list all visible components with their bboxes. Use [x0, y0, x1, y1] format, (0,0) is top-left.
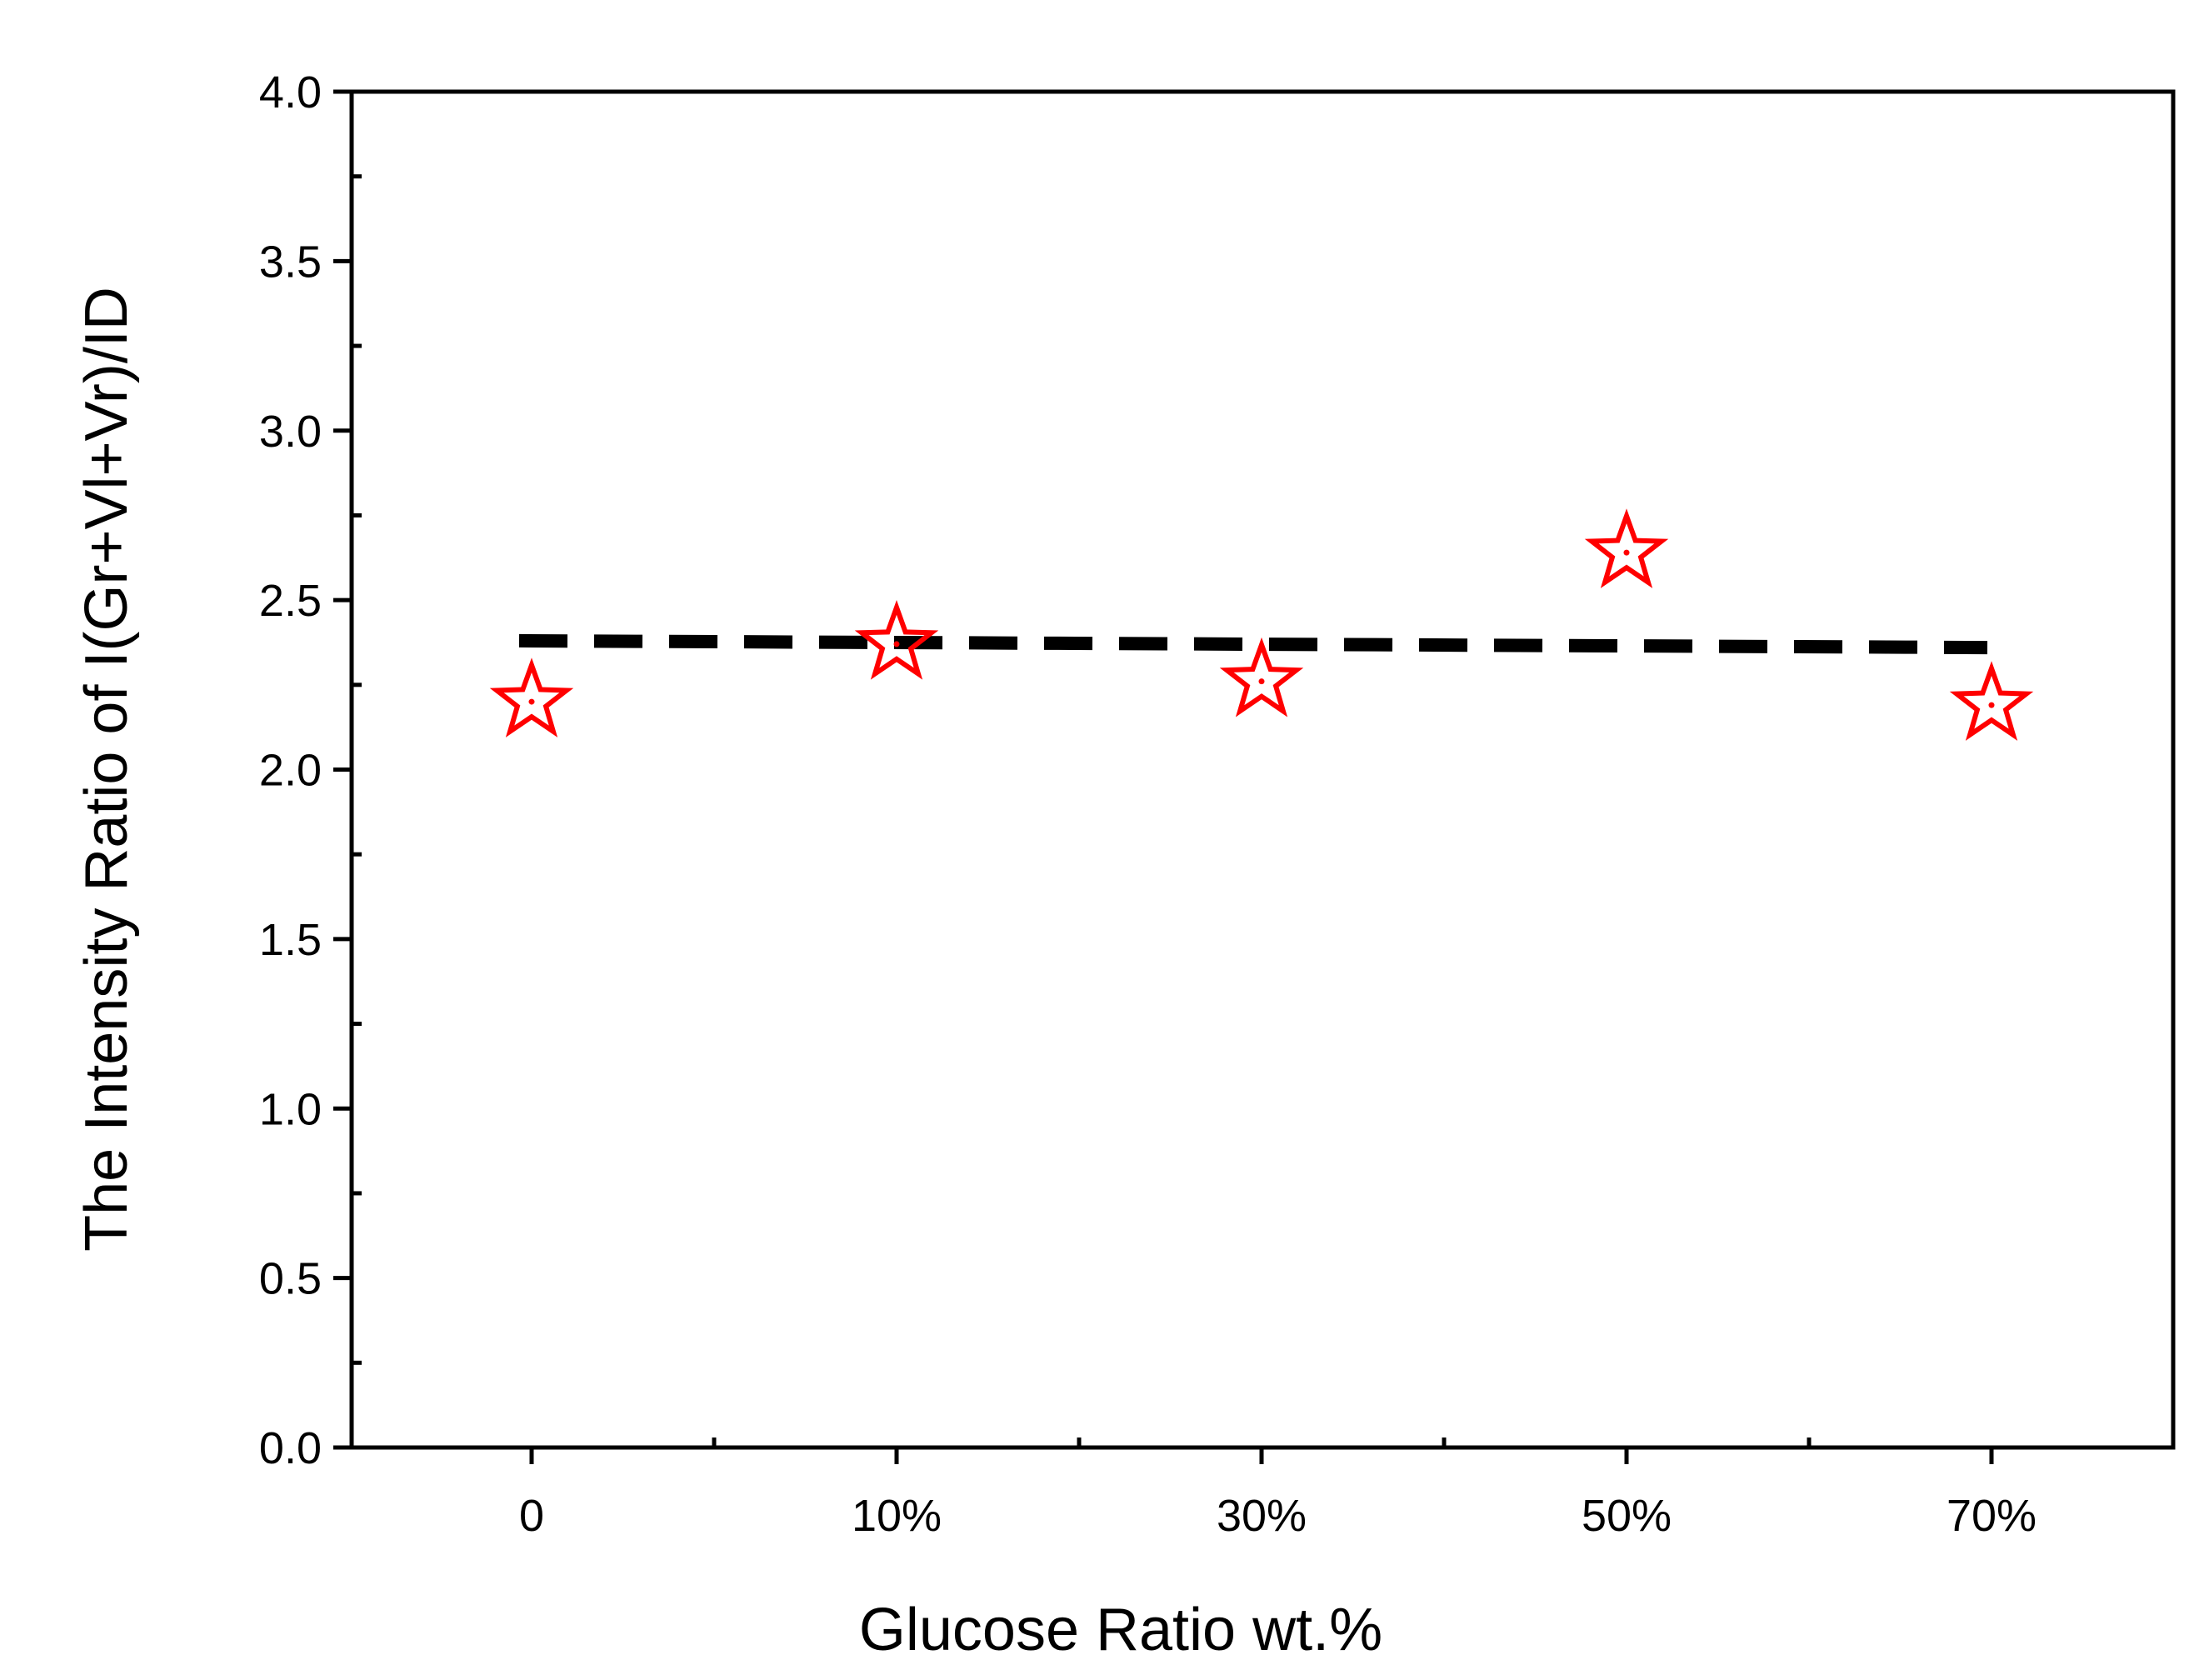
y-tick-label: 1.0 [259, 1084, 322, 1134]
fit-line-path [518, 633, 1988, 655]
data-point [854, 600, 939, 680]
plot-frame [349, 89, 2176, 1450]
star-marker [1584, 508, 1669, 588]
y-tick-label: 3.0 [259, 407, 322, 457]
x-tick-label: 30% [1217, 1491, 1307, 1541]
x-tick-label: 10% [852, 1491, 942, 1541]
star-center-dot [528, 698, 535, 705]
y-tick-label: 1.5 [259, 915, 322, 965]
star-marker [489, 658, 574, 738]
x-tick-label: 50% [1582, 1491, 1672, 1541]
data-point [1219, 637, 1304, 718]
fit-line [518, 633, 1988, 655]
x-tick-label: 0 [519, 1491, 544, 1541]
y-axis-title: The Intensity Ratio of I(Gr+Vl+Vr)/ID [73, 287, 140, 1252]
y-tick-label: 4.0 [259, 68, 322, 118]
data-point [1584, 508, 1669, 588]
star-center-dot [1258, 678, 1265, 685]
data-points [489, 508, 2034, 741]
star-center-dot [1988, 702, 1995, 708]
tick-marks [333, 89, 1994, 1464]
y-tick-label: 0.5 [259, 1254, 322, 1304]
y-tick-label: 2.5 [259, 576, 322, 626]
x-tick-labels: 0 10% 30% 50% 70% [519, 1491, 2037, 1541]
star-marker [1949, 661, 2034, 741]
y-tick-label: 3.5 [259, 237, 322, 287]
x-axis-title: Glucose Ratio wt.% [859, 1597, 1382, 1663]
x-tick-label: 70% [1947, 1491, 2037, 1541]
data-point [489, 658, 574, 738]
y-tick-label: 2.0 [259, 746, 322, 796]
y-tick-label: 0.0 [259, 1423, 322, 1473]
star-center-dot [893, 641, 900, 648]
star-center-dot [1623, 549, 1630, 556]
star-marker [1219, 637, 1304, 718]
data-point [1949, 661, 2034, 741]
y-tick-labels: 0.0 0.5 1.0 1.5 2.0 2.5 3.0 3.5 4.0 [259, 68, 322, 1473]
star-marker [854, 600, 939, 680]
